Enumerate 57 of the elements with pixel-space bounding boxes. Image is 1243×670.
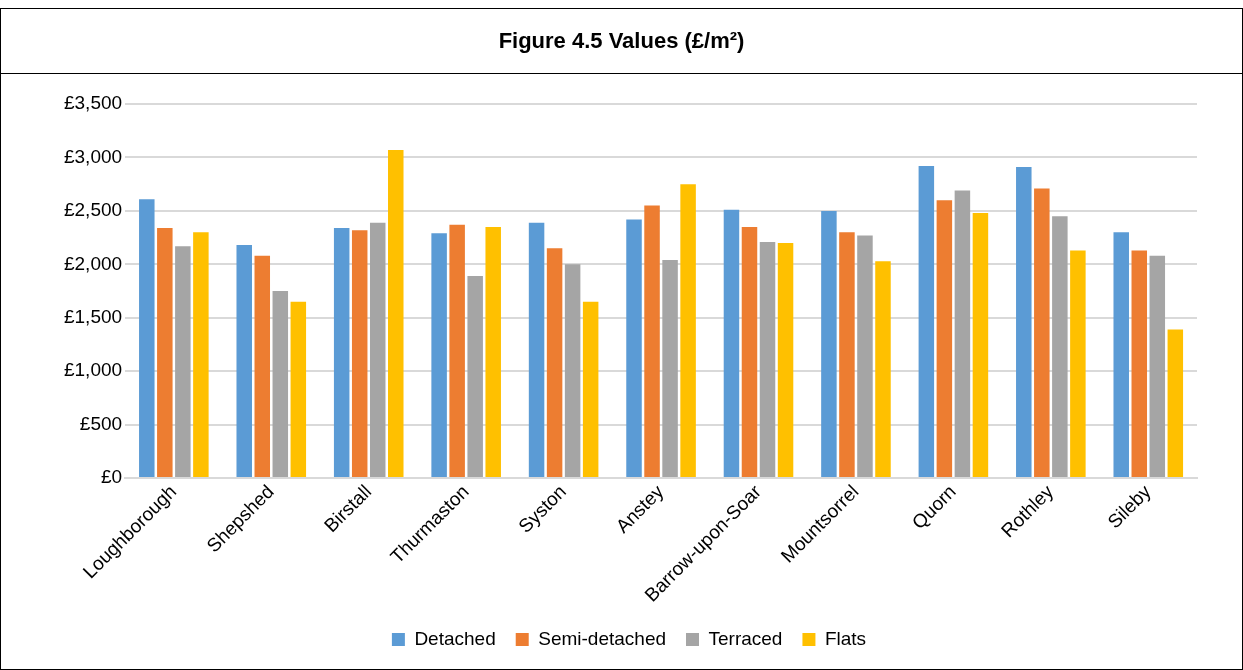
legend-label: Detached	[414, 627, 496, 649]
bar	[680, 184, 696, 478]
bar	[857, 235, 873, 478]
bar	[369, 222, 386, 478]
bar	[662, 260, 678, 478]
bar	[839, 232, 855, 478]
bar	[777, 242, 794, 478]
bar	[139, 199, 155, 478]
y-tick-label: £3,500	[63, 92, 123, 114]
bar	[546, 248, 563, 478]
bar	[1149, 255, 1166, 478]
bar	[528, 222, 545, 478]
y-tick-label: £2,000	[63, 252, 123, 274]
y-tick-label: £2,500	[63, 199, 123, 221]
bar	[954, 190, 971, 478]
bar	[351, 230, 368, 478]
bar	[1034, 188, 1050, 478]
bar	[918, 166, 935, 478]
bar	[1131, 250, 1148, 478]
legend-label: Terraced	[708, 627, 783, 649]
bar	[1052, 216, 1068, 478]
bar	[1070, 250, 1086, 478]
bar	[157, 227, 173, 478]
bar	[875, 261, 891, 478]
bar	[193, 232, 209, 478]
bar	[290, 301, 307, 478]
legend-label: Flats	[824, 627, 867, 649]
bar	[582, 301, 599, 478]
bar	[741, 226, 758, 478]
bar	[564, 264, 581, 478]
bar	[254, 255, 271, 478]
bar	[272, 291, 289, 478]
bar	[936, 200, 953, 478]
chart-title: Figure 4.5 Values (£/m²)	[1, 9, 1242, 74]
legend-label: Semi-detached	[538, 627, 667, 649]
y-tick-label: £3,000	[63, 145, 123, 167]
y-tick-label: £0	[100, 466, 123, 488]
bar	[1113, 232, 1129, 478]
bar	[467, 276, 483, 478]
bar	[236, 245, 252, 478]
bar	[723, 209, 740, 478]
bar	[759, 241, 776, 478]
y-tick-label: £1,500	[63, 306, 123, 328]
bar	[1167, 329, 1184, 478]
bar	[449, 224, 465, 478]
bar	[1016, 167, 1032, 478]
bar	[431, 233, 447, 478]
y-tick-label: £1,000	[63, 359, 123, 381]
bar	[644, 205, 660, 478]
bar	[333, 227, 350, 478]
bar	[175, 246, 191, 478]
bar	[626, 219, 642, 478]
y-tick-label: £500	[79, 412, 123, 434]
bar	[485, 226, 501, 478]
bar	[388, 149, 404, 478]
bar	[821, 210, 837, 478]
bar	[972, 213, 989, 478]
